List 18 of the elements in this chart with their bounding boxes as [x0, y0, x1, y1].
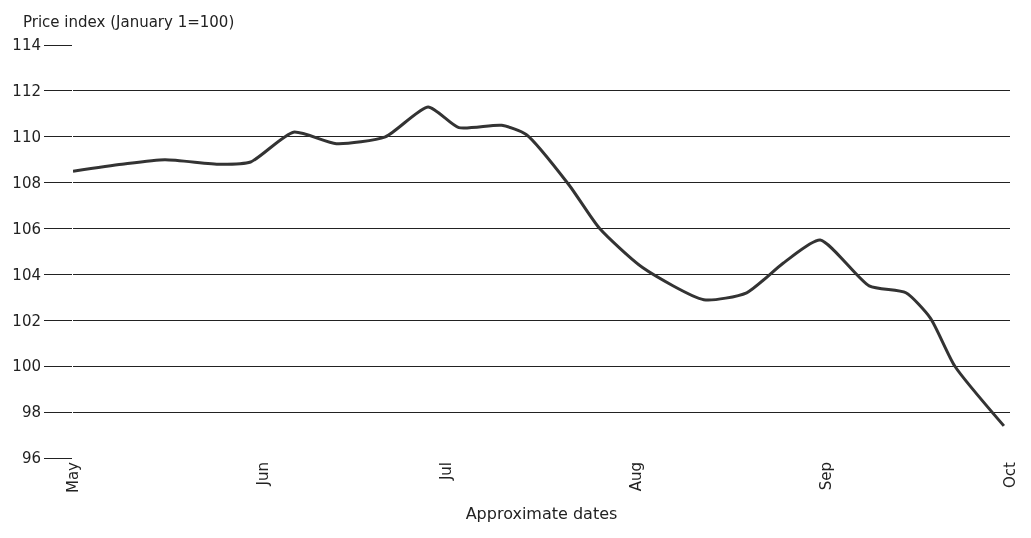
- x-tick-label: Aug: [627, 462, 646, 492]
- y-tick-label: 102: [12, 311, 41, 330]
- x-tick-label: May: [63, 461, 82, 494]
- y-tick-label: 110: [12, 128, 41, 147]
- y-tick-label: 96: [21, 449, 41, 468]
- x-tick-label: Jul: [437, 462, 456, 482]
- y-tick-label: 108: [12, 173, 41, 192]
- y-tick-label: 106: [12, 219, 41, 238]
- x-tick-label: Jun: [253, 462, 272, 487]
- y-tick-label: 104: [12, 265, 41, 284]
- y-axis-title: Price index (January 1=100): [23, 13, 235, 31]
- y-tick-label: 98: [21, 403, 41, 422]
- x-tick-label: Oct: [1000, 461, 1019, 488]
- y-tick-label: 100: [12, 357, 41, 376]
- y-tick-label: 114: [12, 36, 41, 55]
- y-tick-label: 112: [12, 82, 41, 101]
- x-axis-title: Approximate dates: [465, 503, 618, 523]
- x-tick-label: Sep: [817, 462, 836, 491]
